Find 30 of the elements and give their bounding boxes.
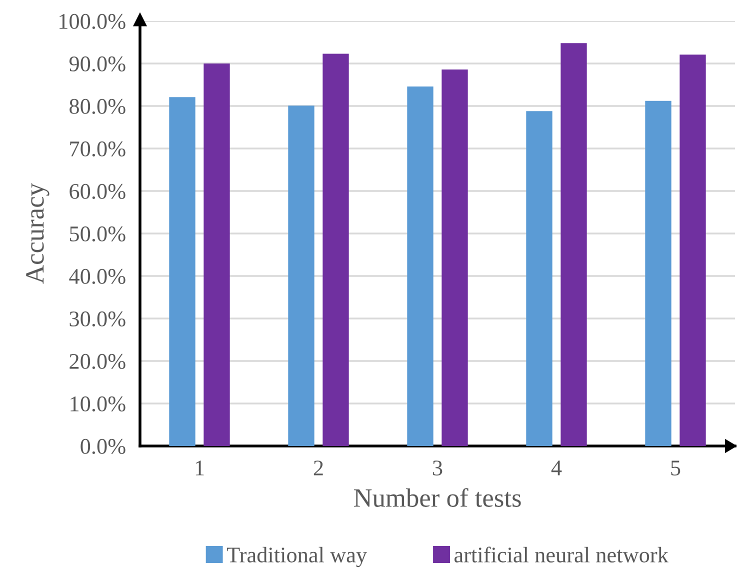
- x-tick-label: 3: [433, 460, 442, 476]
- bar: [560, 43, 587, 446]
- bar: [645, 100, 672, 446]
- bar: [442, 69, 468, 446]
- bar: [407, 86, 434, 446]
- bar: [526, 111, 552, 446]
- bar: [204, 64, 230, 446]
- bar: [322, 54, 349, 446]
- y-tick-label: 90.0%: [69, 56, 126, 72]
- legend-label: artificial neural network: [454, 546, 668, 563]
- y-tick-label: 40.0%: [69, 268, 126, 284]
- y-tick-label: 80.0%: [70, 98, 126, 114]
- y-tick-label: 30.0%: [70, 311, 126, 327]
- y-axis-title: Accuracy: [26, 183, 50, 284]
- y-tick-label: 100.0%: [60, 14, 126, 30]
- x-tick-label: 1: [196, 460, 204, 476]
- y-tick-label: 50.0%: [70, 226, 126, 242]
- x-tick-label: 2: [314, 460, 323, 476]
- bar: [680, 54, 706, 446]
- y-tick-label: 60.0%: [70, 184, 126, 200]
- legend-label: Traditional way: [226, 546, 367, 568]
- y-tick-label: 70.0%: [70, 141, 126, 157]
- y-tick-label: 20.0%: [70, 354, 126, 370]
- x-tick-label: 4: [551, 460, 562, 476]
- y-tick-label: 0.0%: [80, 438, 126, 454]
- x-tick-label: 5: [671, 460, 680, 476]
- bar: [169, 97, 196, 446]
- x-axis-title: Number of tests: [354, 488, 521, 507]
- bar: [288, 106, 314, 446]
- y-tick-label: 10.0%: [70, 396, 126, 412]
